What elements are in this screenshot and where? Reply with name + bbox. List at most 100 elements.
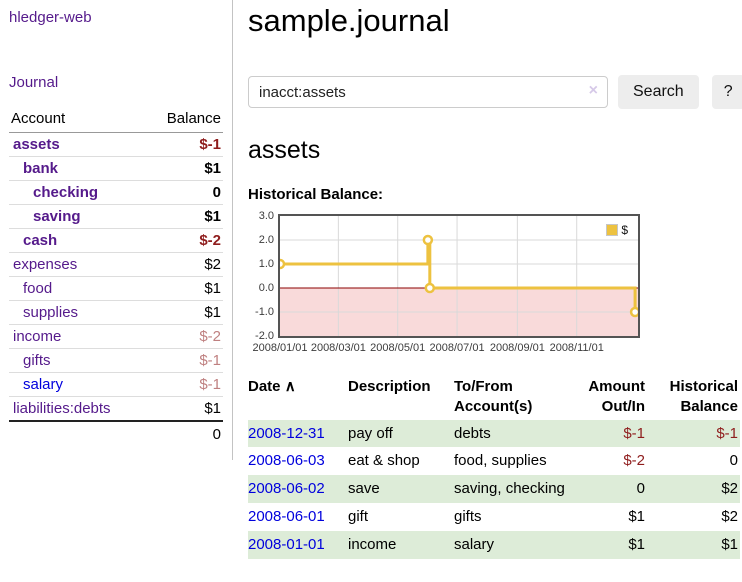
sidebar-account-balance: $1 xyxy=(145,156,223,181)
register-header-amount: Amount Out/In xyxy=(588,378,645,415)
account-row: assets $-1 xyxy=(9,133,223,157)
main-content: sample.journal × Search ? assets Histori… xyxy=(233,0,742,559)
search-button[interactable]: Search xyxy=(618,75,699,109)
register-cell-description: eat & shop xyxy=(348,452,420,470)
account-row: saving $1 xyxy=(9,204,223,229)
account-row: income $-2 xyxy=(9,324,223,349)
register-cell-accounts: food, supplies xyxy=(454,452,547,470)
account-row: supplies $1 xyxy=(9,300,223,325)
register-cell-amount: $-2 xyxy=(623,452,645,470)
sidebar-account-balance: $-1 xyxy=(145,372,223,397)
help-button[interactable]: ? xyxy=(711,75,742,109)
sidebar-account-link[interactable]: liabilities:debts xyxy=(13,400,111,417)
legend-swatch-icon xyxy=(606,224,619,236)
transaction-date-link[interactable]: 2008-06-02 xyxy=(248,480,325,498)
sidebar-account-link[interactable]: cash xyxy=(23,232,58,249)
sidebar-item-journal[interactable]: Journal xyxy=(9,74,59,91)
register-cell-description: pay off xyxy=(348,424,393,442)
register-cell-date: 2008-06-03 xyxy=(248,447,348,475)
account-row: checking 0 xyxy=(9,180,223,205)
y-axis-tick-label: 3.0 xyxy=(258,210,274,222)
chart-title: Historical Balance: xyxy=(248,186,384,203)
sort-asc-icon: ∧ xyxy=(284,378,296,395)
register-cell-description: gift xyxy=(348,507,369,525)
sidebar-account-balance: $-1 xyxy=(145,348,223,373)
sidebar-account-balance: $-2 xyxy=(145,324,223,349)
sidebar-account-link[interactable]: expenses xyxy=(13,256,78,273)
register-cell-date: 2008-06-01 xyxy=(248,503,348,531)
app-window: hledger-web Journal Account Balance asse… xyxy=(0,0,742,559)
sidebar-account-balance: $-1 xyxy=(199,136,221,153)
transaction-date-link[interactable]: 2008-06-01 xyxy=(248,507,325,525)
x-axis-tick-label: 2008/03/01 xyxy=(310,342,366,354)
accounts-header-balance: Balance xyxy=(145,106,223,133)
brand-link[interactable]: hledger-web xyxy=(9,9,92,26)
sidebar-account-link[interactable]: gifts xyxy=(23,352,51,369)
register-cell-balance: $2 xyxy=(721,507,738,525)
register-header-date[interactable]: Date ∧ xyxy=(248,378,296,395)
register-header-description: Description xyxy=(348,378,431,395)
x-axis-tick-label: 2008/07/01 xyxy=(429,342,485,354)
register-table: Date ∧ Description To/From Account(s) Am… xyxy=(248,374,740,559)
sidebar-account-balance: $1 xyxy=(145,204,223,229)
register-header-accounts: To/From Account(s) xyxy=(454,378,533,415)
chart-legend: $ xyxy=(604,222,630,238)
y-axis-tick-label: 2.0 xyxy=(258,234,274,246)
register-cell-amount: $1 xyxy=(628,507,645,525)
sidebar-account-balance: $-2 xyxy=(145,228,223,253)
register-cell-accounts: salary xyxy=(454,535,495,553)
register-header-balance: Historical Balance xyxy=(669,378,738,415)
account-row: gifts $-1 xyxy=(9,348,223,373)
sidebar-account-link[interactable]: income xyxy=(13,328,62,345)
register-cell-description: save xyxy=(348,480,380,498)
register-cell-balance: $1 xyxy=(721,535,738,553)
sidebar-account-balance: $1 xyxy=(145,300,223,325)
x-axis-tick-label: 2008/09/01 xyxy=(489,342,545,354)
sidebar-account-link[interactable]: supplies xyxy=(23,304,79,321)
y-axis-tick-label: -1.0 xyxy=(255,306,274,318)
sidebar-account-link[interactable]: bank xyxy=(23,160,59,177)
accounts-table: Account Balance assets $-1 bank $1 checking 0… xyxy=(9,106,223,446)
register-cell-date: 2008-06-02 xyxy=(248,475,348,503)
sidebar-account-link[interactable]: checking xyxy=(33,184,99,201)
register-cell-date: 2008-01-01 xyxy=(248,531,348,559)
search-bar: × Search ? xyxy=(248,75,742,109)
accounts-total-value: 0 xyxy=(145,420,223,446)
transaction-date-link[interactable]: 2008-06-03 xyxy=(248,452,325,470)
historical-balance-chart: $ 3.0 2.0 1.0 0.0 -1.0 -2.0 2008/01/01 2008/03/… xyxy=(248,210,742,358)
sidebar-account-balance: $1 xyxy=(145,396,223,421)
clear-search-icon[interactable]: × xyxy=(588,82,598,99)
sidebar-account-link[interactable]: food xyxy=(23,280,53,297)
account-row: bank $1 xyxy=(9,156,223,181)
register-tbody: 2008-12-31 pay off debts $-1 $-1 2008-06-03 ea… xyxy=(248,419,740,559)
register-cell-balance: $-1 xyxy=(716,424,738,442)
accounts-header-account: Account xyxy=(9,106,146,133)
transaction-date-link[interactable]: 2008-01-01 xyxy=(248,535,325,553)
account-row: cash $-2 xyxy=(9,228,223,253)
sidebar-account-link[interactable]: assets xyxy=(13,136,60,153)
register-cell-amount: 0 xyxy=(636,480,645,498)
transaction-date-link[interactable]: 2008-12-31 xyxy=(248,424,325,442)
register-cell-accounts: debts xyxy=(454,424,491,442)
register-row: 2008-01-01 income salary $1 $1 xyxy=(248,530,740,559)
account-row: food $1 xyxy=(9,276,223,301)
sidebar-account-balance: $1 xyxy=(145,276,223,301)
sidebar-account-balance: 0 xyxy=(145,180,223,205)
register-row: 2008-06-03 eat & shop food, supplies $-2 0 xyxy=(248,447,740,475)
y-axis-tick-label: 0.0 xyxy=(258,282,274,294)
legend-label: $ xyxy=(621,223,628,237)
account-row: salary $-1 xyxy=(9,372,223,397)
accounts-tbody: assets $-1 bank $1 checking 0 saving $1 cash $-2 e… xyxy=(9,133,223,421)
chart-canvas xyxy=(280,216,638,336)
register-cell-date: 2008-12-31 xyxy=(248,420,348,448)
sidebar-account-link[interactable]: saving xyxy=(33,208,81,225)
register-cell-accounts: gifts xyxy=(454,507,482,525)
search-input[interactable] xyxy=(248,76,608,108)
sidebar-account-link[interactable]: salary xyxy=(23,376,64,393)
register-cell-accounts: saving, checking xyxy=(454,480,565,498)
sidebar: hledger-web Journal Account Balance asse… xyxy=(0,0,233,460)
register-row: 2008-06-01 gift gifts $1 $2 xyxy=(248,503,740,531)
x-axis-tick-label: 2008/01/01 xyxy=(252,342,308,354)
y-axis-tick-label: 1.0 xyxy=(258,258,274,270)
sidebar-account-balance: $2 xyxy=(145,252,223,277)
